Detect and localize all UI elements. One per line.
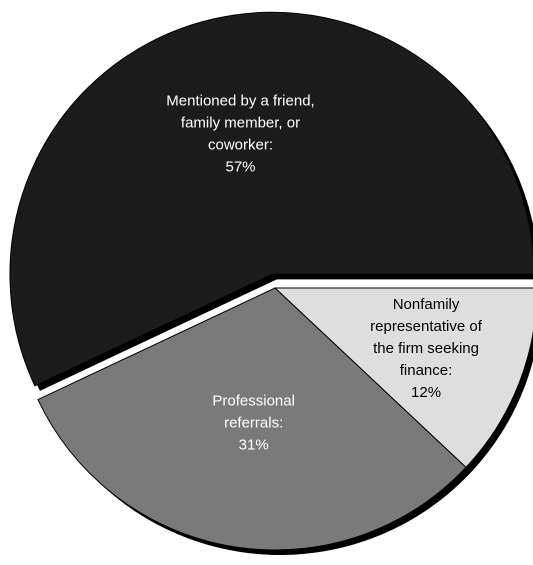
- pie-slice-label-line: Nonfamily: [393, 296, 460, 313]
- pie-slice-label-line: 31%: [239, 437, 269, 454]
- pie-slice-label-line: finance:: [400, 362, 453, 379]
- pie-slice-label-2: Professional referrals: 31%: [212, 393, 295, 454]
- pie-slice-2: [37, 287, 467, 551]
- pie-slice-label-line: 57%: [225, 159, 255, 176]
- pie-slice-label-1: Nonfamily representative of the firm seeki…: [370, 296, 483, 401]
- pie-slice-0: [9, 11, 533, 387]
- pie-slice-label-line: the firm seeking: [373, 340, 479, 357]
- pie-slice-label-0: Mentioned by a friend, family member, or c…: [166, 93, 314, 176]
- pie-slice-label-line: Professional: [212, 393, 295, 410]
- pie-slice-1: [273, 287, 533, 469]
- pie-slice-label-line: representative of: [370, 318, 483, 335]
- pie-slice-label-line: 12%: [411, 384, 441, 401]
- pie-slice-label-line: coworker:: [208, 137, 273, 154]
- pie-slice-label-line: family member, or: [181, 115, 300, 132]
- pie-slice-label-line: referrals:: [224, 415, 283, 432]
- pie-slice-label-line: Mentioned by a friend,: [166, 93, 314, 110]
